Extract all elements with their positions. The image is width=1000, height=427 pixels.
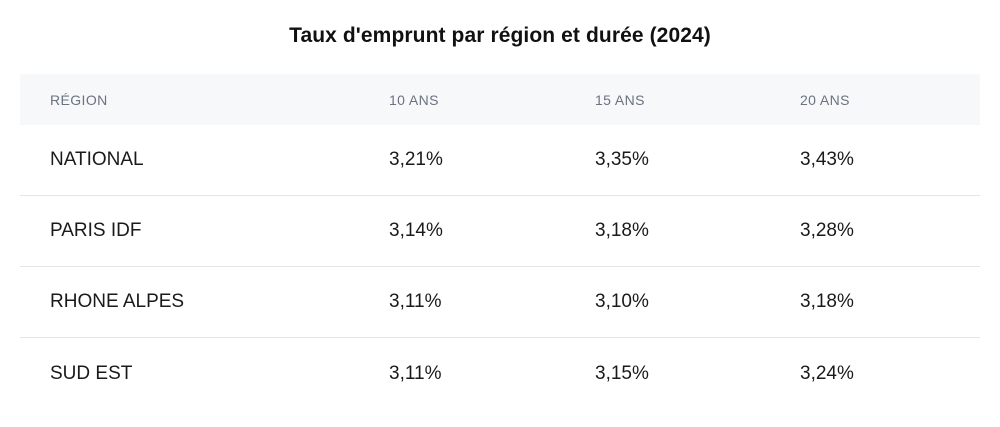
table-row: NATIONAL 3,21% 3,35% 3,43% <box>20 125 980 196</box>
cell-15-ans: 3,10% <box>595 291 649 312</box>
cell-15-ans: 3,18% <box>595 220 649 241</box>
cell-20-ans: 3,18% <box>800 291 854 312</box>
header-10-ans: 10 ANS <box>389 91 439 108</box>
table-header: RÉGION 10 ANS 15 ANS 20 ANS <box>20 74 980 125</box>
cell-20-ans: 3,43% <box>800 149 854 170</box>
header-region: RÉGION <box>50 91 108 108</box>
table-row: SUD EST 3,11% 3,15% 3,24% <box>20 338 980 409</box>
cell-10-ans: 3,14% <box>389 220 443 241</box>
cell-region: PARIS IDF <box>50 220 142 241</box>
cell-15-ans: 3,15% <box>595 362 649 384</box>
cell-region: RHONE ALPES <box>50 291 185 312</box>
cell-20-ans: 3,28% <box>800 220 854 241</box>
cell-region: SUD EST <box>50 362 133 384</box>
cell-10-ans: 3,11% <box>389 362 442 384</box>
cell-20-ans: 3,24% <box>800 362 854 384</box>
table-title: Taux d'emprunt par région et durée (2024… <box>289 24 711 47</box>
rates-table: RÉGION 10 ANS 15 ANS 20 ANS NATIONAL 3,2… <box>20 74 980 409</box>
table-row: RHONE ALPES 3,11% 3,10% 3,18% <box>20 267 980 338</box>
header-20-ans: 20 ANS <box>800 91 850 108</box>
cell-10-ans: 3,21% <box>389 149 443 170</box>
cell-10-ans: 3,11% <box>389 291 442 312</box>
cell-region: NATIONAL <box>50 149 144 170</box>
cell-15-ans: 3,35% <box>595 149 649 170</box>
table-row: PARIS IDF 3,14% 3,18% 3,28% <box>20 196 980 267</box>
header-15-ans: 15 ANS <box>595 91 645 108</box>
